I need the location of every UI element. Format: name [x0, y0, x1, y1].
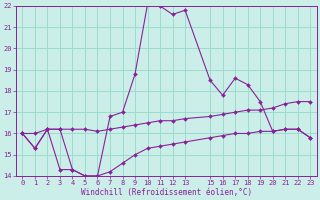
X-axis label: Windchill (Refroidissement éolien,°C): Windchill (Refroidissement éolien,°C)	[81, 188, 252, 197]
